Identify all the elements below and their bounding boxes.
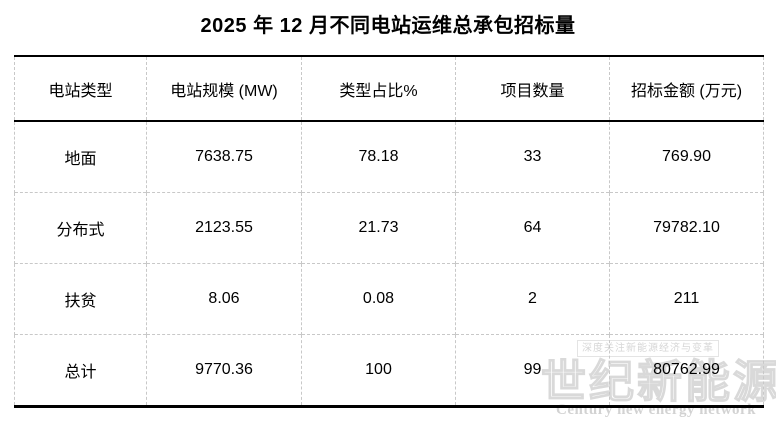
header-cell-project-count: 项目数量 [455,56,610,121]
table-cell: 78.18 [301,121,456,193]
header-cell-bid-amount: 招标金额 (万元) [609,56,764,121]
header-row: 电站类型 电站规模 (MW) 类型占比% 项目数量 招标金额 (万元) [14,56,764,121]
table-cell: 9770.36 [146,334,302,407]
table-cell: 总计 [14,334,147,407]
table-cell: 769.90 [609,121,764,193]
table-cell: 扶贫 [14,263,147,335]
table-cell: 211 [609,263,764,335]
table-cell: 21.73 [301,192,456,264]
table-cell: 地面 [14,121,147,193]
table-row: 分布式 2123.55 21.73 64 79782.10 [14,192,764,264]
table-cell: 79782.10 [609,192,764,264]
header-cell-scale-mw: 电站规模 (MW) [146,56,302,121]
data-table: 电站类型 电站规模 (MW) 类型占比% 项目数量 招标金额 (万元) 地面 7… [14,55,764,408]
table-cell: 2 [455,263,610,335]
page-title: 2025 年 12 月不同电站运维总承包招标量 [200,15,576,37]
table-cell: 7638.75 [146,121,302,193]
table-cell: 33 [455,121,610,193]
table-cell: 80762.99 [609,334,764,407]
table-row: 地面 7638.75 78.18 33 769.90 [14,121,764,193]
table-cell: 分布式 [14,192,147,264]
table-cell: 99 [455,334,610,407]
table-cell: 64 [455,192,610,264]
table-row: 总计 9770.36 100 99 80762.99 [14,334,764,407]
header-cell-station-type: 电站类型 [14,56,147,121]
table-cell: 100 [301,334,456,407]
header-cell-type-share: 类型占比% [301,56,456,121]
table-cell: 2123.55 [146,192,302,264]
table-cell: 0.08 [301,263,456,335]
table-cell: 8.06 [146,263,302,335]
table-row: 扶贫 8.06 0.08 2 211 [14,263,764,335]
